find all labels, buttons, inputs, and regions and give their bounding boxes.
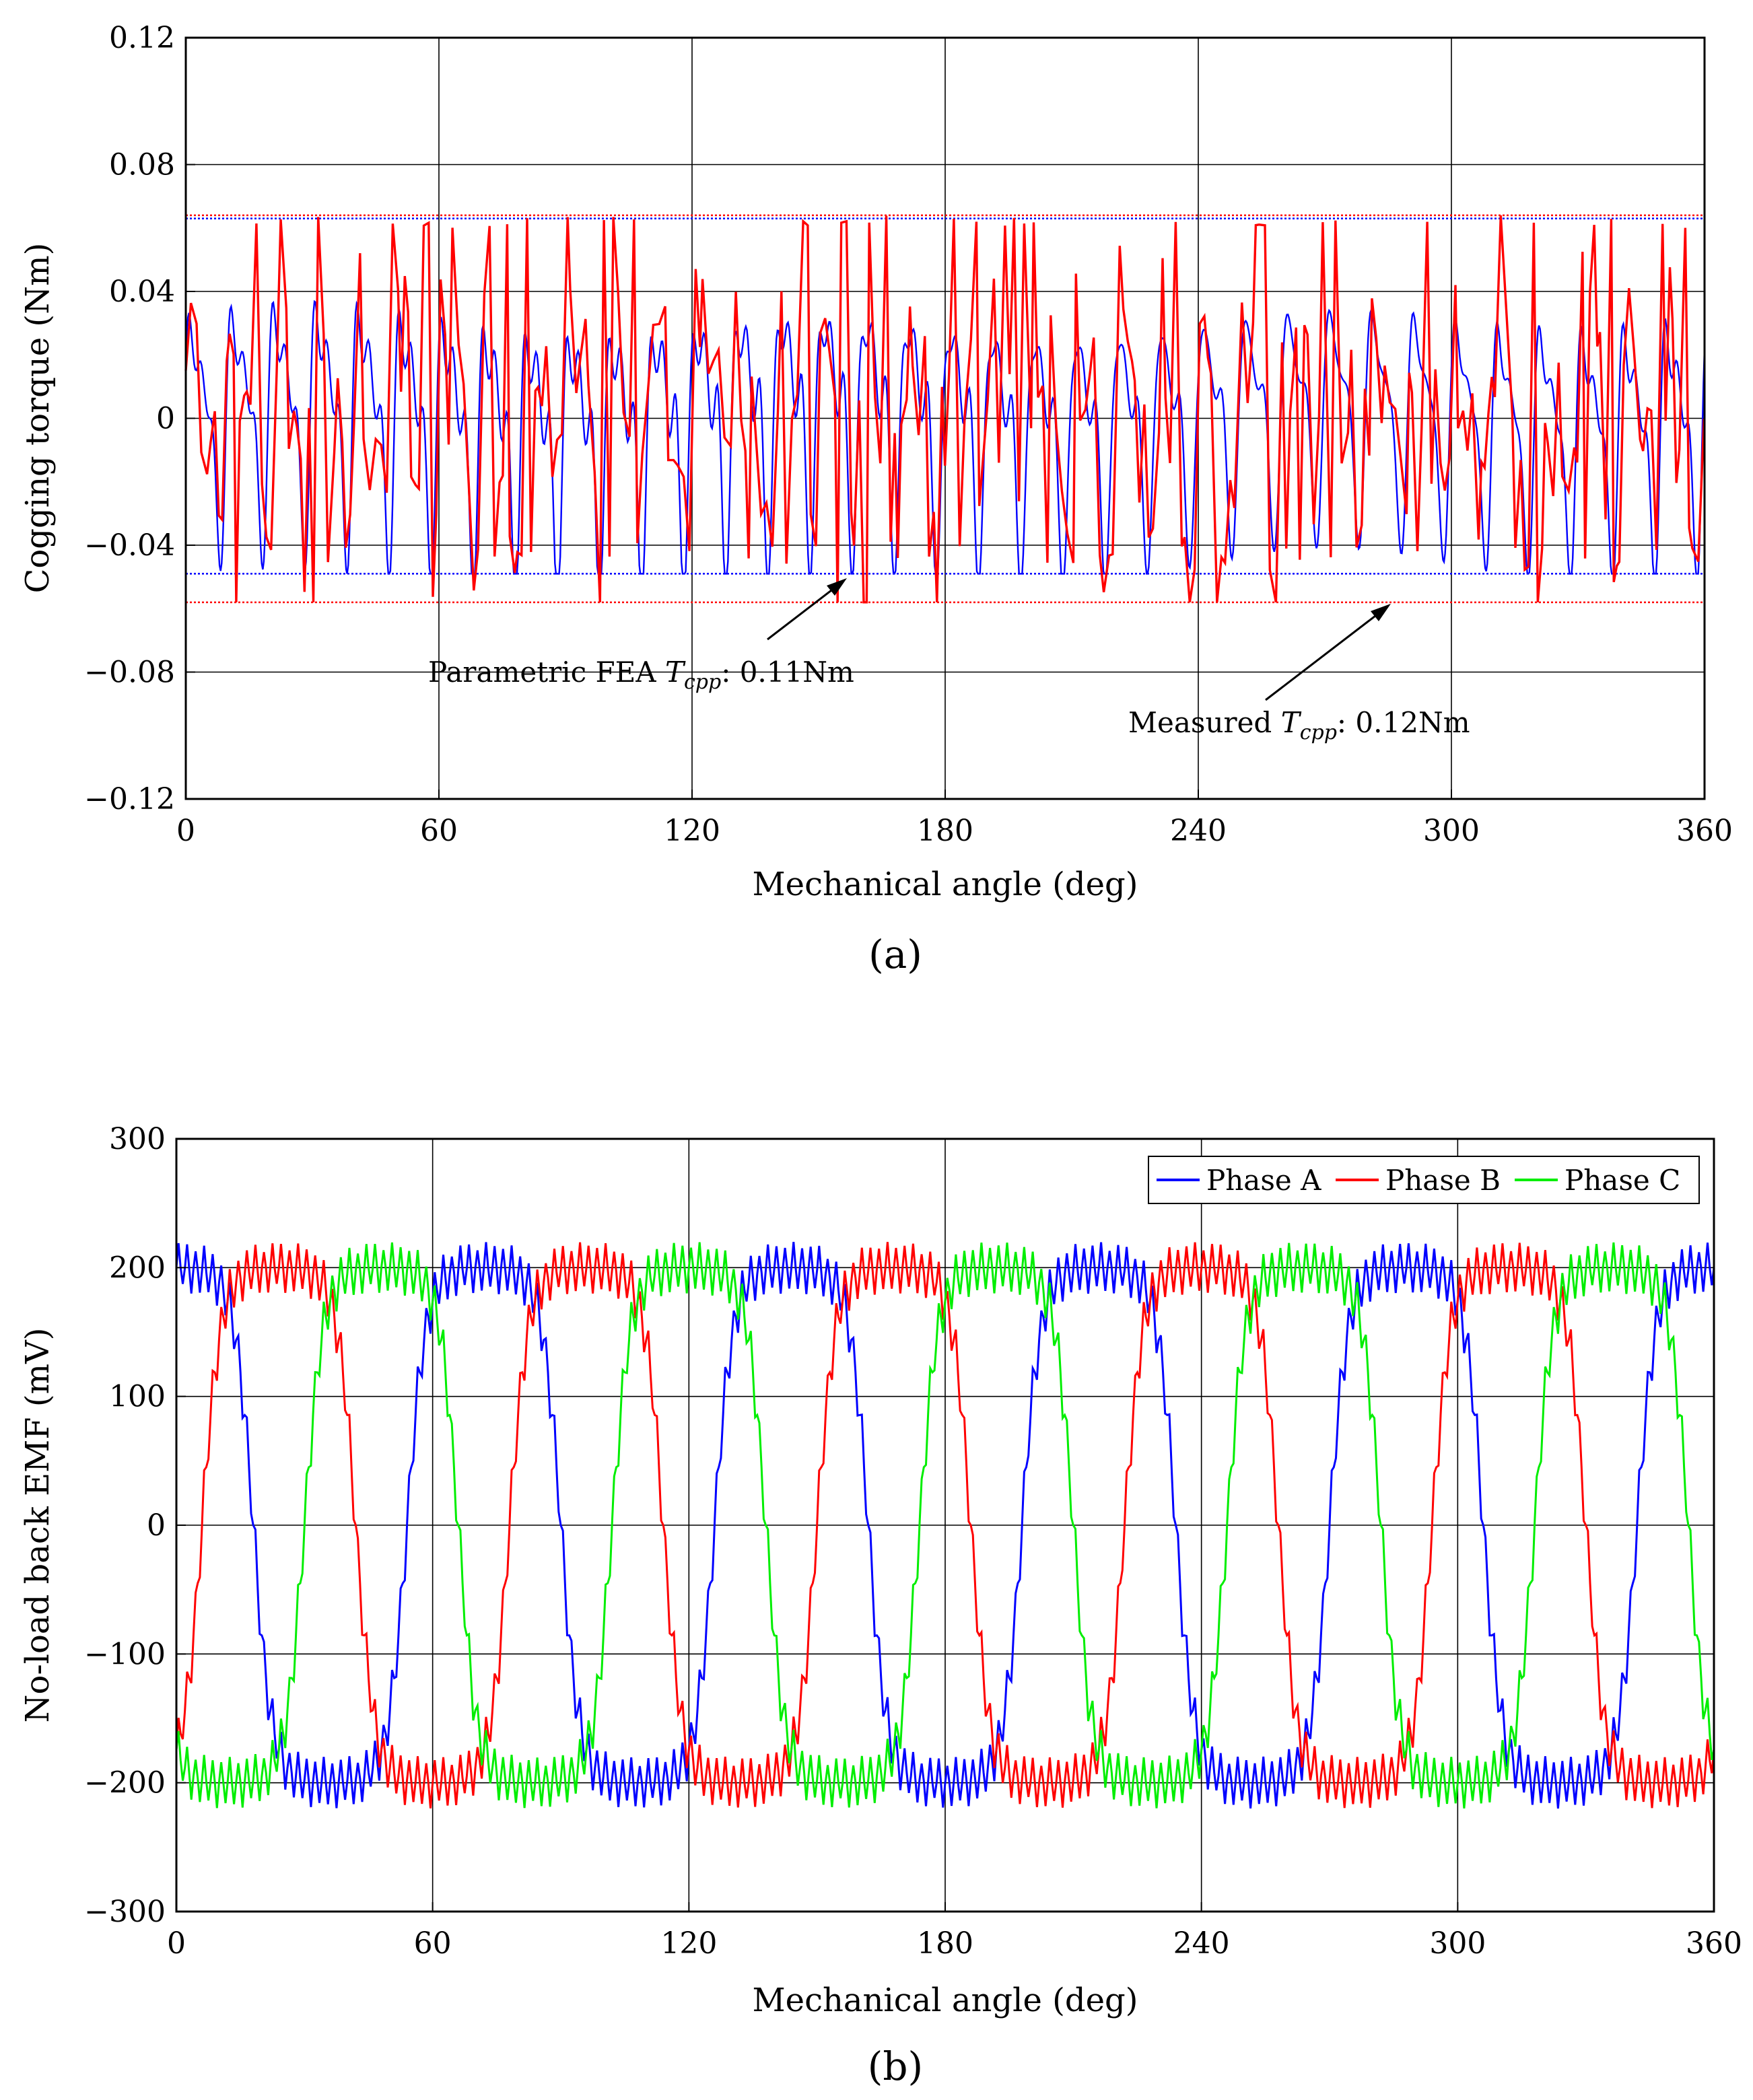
x-tick-label: 240 — [1173, 1926, 1230, 1961]
panel-label-b-text: (b) — [868, 2043, 923, 2089]
y-tick-label: 0.04 — [109, 275, 175, 309]
annotation-measured: Measured Tcpp: 0.12Nm — [1128, 604, 1470, 744]
y-tick-label: 0 — [156, 402, 175, 436]
x-tick-label: 0 — [167, 1926, 186, 1961]
x-tick-label: 360 — [1676, 814, 1733, 848]
y-axis-label-b: No-load back EMF (mV) — [19, 1328, 57, 1723]
legend-box — [1148, 1156, 1700, 1204]
x-axis-label-a: Mechanical angle (deg) — [753, 866, 1138, 903]
panel-label-a: (a) — [868, 932, 922, 977]
reference-lines-a — [186, 214, 1705, 604]
back-emf-chart: 0 60 120 180 240 300 360 −300 −200 −100 0 100 200 30… — [19, 1122, 1742, 2089]
legend: Phase A Phase B Phase C — [1148, 1156, 1700, 1204]
y-tick-label: 0.08 — [109, 148, 175, 182]
annotation-arrow-measured — [1265, 606, 1387, 701]
x-tick-label: 180 — [917, 1926, 973, 1961]
y-tick-label: 300 — [109, 1122, 166, 1156]
cogging-torque-chart: 0 60 120 180 240 300 360 −0.12 −0.08 −0.04 0 0.04 0… — [19, 21, 1733, 977]
series-line-measured — [184, 215, 1705, 604]
series-line-phase-c — [175, 1242, 1715, 1809]
annotation-prefix-fea: Parametric FEA — [428, 656, 665, 689]
annotation-suffix-measured: : 0.12Nm — [1337, 706, 1470, 739]
x-tick-label: 300 — [1429, 1926, 1486, 1961]
annotation-fea: Parametric FEA Tcpp: 0.11Nm — [428, 578, 854, 694]
y-tick-label: −0.12 — [84, 782, 175, 816]
x-tick-label: 60 — [420, 814, 458, 848]
y-ticks-b: −300 −200 −100 0 100 200 300 — [84, 1122, 186, 1929]
x-tick-label: 120 — [660, 1926, 717, 1961]
panel-label-a-text: (a) — [868, 932, 922, 977]
x-tick-label: 300 — [1423, 814, 1480, 848]
annotation-text-measured: Measured Tcpp: 0.12Nm — [1128, 706, 1470, 744]
legend-label-phase-b: Phase B — [1385, 1164, 1501, 1197]
annotation-subscript-fea: cpp — [684, 670, 721, 694]
legend-label-phase-a: Phase A — [1206, 1164, 1321, 1197]
legend-label-phase-c: Phase C — [1565, 1164, 1680, 1197]
annotation-prefix-measured: Measured — [1128, 706, 1281, 739]
x-tick-label: 180 — [917, 814, 973, 848]
y-tick-label: −300 — [84, 1895, 166, 1929]
x-tick-label: 120 — [664, 814, 720, 848]
x-axis-label-b: Mechanical angle (deg) — [753, 1982, 1138, 2019]
series-b — [175, 1241, 1715, 1809]
annotation-symbol-measured: T — [1281, 706, 1302, 739]
y-tick-label: 0.12 — [109, 21, 175, 55]
y-tick-label: −0.08 — [84, 656, 175, 690]
annotation-symbol-fea: T — [665, 656, 686, 689]
y-tick-label: 0 — [147, 1508, 166, 1543]
x-tick-label: 240 — [1170, 814, 1227, 848]
annotation-arrowhead-fea — [827, 578, 847, 596]
y-tick-label: −100 — [84, 1637, 166, 1671]
y-tick-label: 100 — [109, 1380, 166, 1414]
series-a — [184, 215, 1706, 604]
annotation-subscript-measured: cpp — [1300, 721, 1337, 744]
panel-label-b: (b) — [868, 2043, 923, 2089]
annotation-suffix-fea: : 0.11Nm — [721, 656, 854, 689]
y-tick-label: 200 — [109, 1251, 166, 1285]
annotation-arrow-fea — [767, 580, 844, 641]
annotation-arrowhead-measured — [1371, 604, 1391, 621]
x-tick-label: 0 — [176, 814, 195, 848]
x-tick-label: 60 — [414, 1926, 452, 1961]
y-axis-label-a: Cogging torque (Nm) — [19, 243, 57, 594]
annotation-text-fea: Parametric FEA Tcpp: 0.11Nm — [428, 656, 854, 694]
x-ticks-b: 0 60 120 180 240 300 360 — [167, 1902, 1742, 1961]
y-tick-label: −0.04 — [84, 528, 175, 563]
y-ticks-a: −0.12 −0.08 −0.04 0 0.04 0.08 0.12 — [84, 21, 195, 816]
y-tick-label: −200 — [84, 1766, 166, 1800]
x-ticks-a: 0 60 120 180 240 300 360 — [176, 790, 1733, 848]
x-tick-label: 360 — [1686, 1926, 1742, 1961]
